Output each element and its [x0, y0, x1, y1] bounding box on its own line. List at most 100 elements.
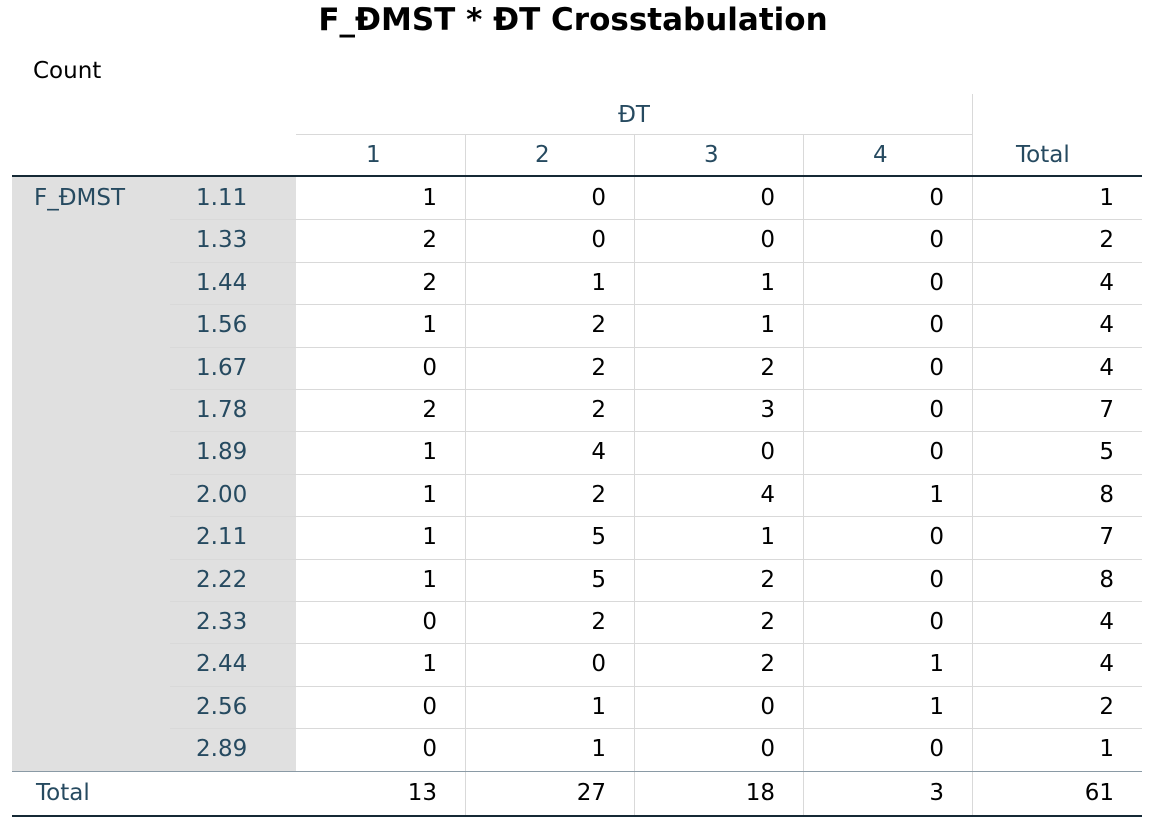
total-value: 61 — [1084, 779, 1114, 806]
column-divider — [972, 94, 973, 815]
cell-value: 0 — [760, 693, 775, 720]
cell-value: 0 — [591, 227, 606, 254]
cell-value: 5 — [591, 566, 606, 593]
cell-value: 1 — [422, 566, 437, 593]
cell-value: 0 — [929, 269, 944, 296]
cell-value: 0 — [591, 185, 606, 211]
cell-value: 2 — [760, 651, 775, 678]
cell-value: 1 — [591, 736, 606, 763]
cell-value: 2 — [422, 227, 437, 254]
cell-value: 3 — [760, 397, 775, 423]
cell-value: 1 — [591, 693, 606, 720]
cell-value: 1 — [591, 269, 606, 296]
cell-value: 4 — [1099, 609, 1114, 635]
cell-value: 2 — [760, 566, 775, 593]
table-bottom-rule — [12, 814, 1142, 817]
column-header: 1 — [366, 142, 381, 168]
cell-value: 2 — [422, 269, 437, 296]
cell-value: 2 — [1099, 693, 1114, 720]
cell-value: 8 — [1099, 481, 1114, 508]
cell-value: 8 — [1099, 566, 1114, 593]
cell-value: 4 — [1099, 312, 1114, 339]
row-divider — [170, 431, 1142, 433]
total-value: 13 — [407, 779, 437, 806]
cell-value: 0 — [929, 185, 944, 211]
cell-value: 4 — [760, 481, 775, 508]
cell-value: 0 — [422, 609, 437, 635]
cell-value: 1 — [422, 185, 437, 211]
cell-value: 0 — [929, 227, 944, 254]
total-value: 18 — [745, 779, 775, 806]
cell-value: 7 — [1099, 524, 1114, 551]
cell-value: 2 — [422, 397, 437, 423]
row-divider — [170, 219, 1142, 221]
row-label: 1.56 — [196, 312, 248, 339]
cell-value: 2 — [1099, 227, 1114, 254]
cell-value: 2 — [591, 354, 606, 381]
cell-value: 0 — [929, 439, 944, 466]
cell-value: 2 — [760, 354, 775, 381]
cell-value: 2 — [591, 312, 606, 339]
row-label: 1.67 — [196, 354, 248, 381]
row-label: 2.89 — [196, 736, 248, 763]
cell-value: 0 — [929, 312, 944, 339]
cell-value: 0 — [422, 354, 437, 381]
cell-value: 1 — [760, 312, 775, 339]
cell-value: 2 — [591, 609, 606, 635]
cell-value: 0 — [929, 524, 944, 551]
cell-value: 0 — [929, 354, 944, 381]
cell-value: 1 — [929, 481, 944, 508]
row-divider — [170, 643, 1142, 645]
cell-value: 0 — [929, 566, 944, 593]
row-label: 1.33 — [196, 227, 248, 254]
total-value: 27 — [576, 779, 606, 806]
cell-value: 4 — [591, 439, 606, 466]
row-label: 1.78 — [196, 397, 248, 423]
row-divider — [170, 346, 1142, 348]
cell-value: 1 — [422, 312, 437, 339]
cell-value: 1 — [1099, 736, 1114, 763]
total-label: Total — [36, 779, 90, 806]
cell-value: 0 — [422, 736, 437, 763]
cell-value: 2 — [591, 481, 606, 508]
row-label: 2.44 — [196, 651, 248, 678]
cell-value: 1 — [422, 651, 437, 678]
cell-value: 0 — [929, 397, 944, 423]
total-value: 3 — [929, 779, 944, 806]
row-divider — [170, 473, 1142, 475]
row-divider — [170, 685, 1142, 687]
row-label: 2.33 — [196, 609, 248, 635]
cell-value: 1 — [422, 439, 437, 466]
cell-value: 2 — [591, 397, 606, 423]
column-header: 2 — [535, 142, 550, 168]
cell-value: 4 — [1099, 354, 1114, 381]
cell-value: 1 — [760, 269, 775, 296]
row-label: 2.56 — [196, 693, 248, 720]
cell-value: 4 — [1099, 651, 1114, 678]
row-divider — [170, 516, 1142, 518]
row-divider — [170, 304, 1142, 306]
cell-value: 1 — [422, 524, 437, 551]
cell-value: 0 — [591, 651, 606, 678]
cell-value: 5 — [591, 524, 606, 551]
row-label: 2.00 — [196, 481, 248, 508]
cell-value: 0 — [422, 693, 437, 720]
row-divider — [170, 261, 1142, 263]
total-divider — [12, 770, 1142, 772]
cell-value: 1 — [1099, 185, 1114, 211]
row-label: 1.11 — [196, 185, 248, 211]
table-subtitle: Count — [33, 58, 102, 84]
row-label: 2.11 — [196, 524, 248, 551]
row-label: 2.22 — [196, 566, 248, 593]
cell-value: 5 — [1099, 439, 1114, 466]
row-label: 1.44 — [196, 269, 248, 296]
column-variable: ĐT — [618, 102, 650, 128]
cell-value: 0 — [929, 736, 944, 763]
cell-value: 0 — [760, 736, 775, 763]
cell-value: 0 — [929, 609, 944, 635]
cell-value: 1 — [422, 481, 437, 508]
column-header: 3 — [704, 142, 719, 168]
cell-value: 0 — [760, 227, 775, 254]
column-header: Total — [1016, 142, 1070, 168]
